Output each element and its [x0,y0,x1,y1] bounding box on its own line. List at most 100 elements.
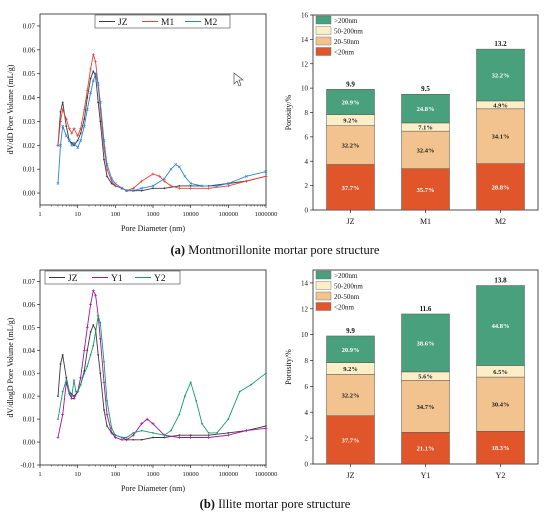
bar-data-label: 32.2% [342,393,360,400]
y-tick-label: 4 [305,158,309,166]
data-point [97,314,100,317]
x-axis-label: Pore Diameter (nm) [121,484,185,493]
data-point [162,177,166,181]
legend-swatch-50-200nm [315,26,332,35]
y-tick-label: 0 [305,461,309,469]
data-point [201,422,203,425]
x-category-label: Y2 [496,471,506,480]
data-point [125,438,129,442]
y-tick-label: 0.04 [23,347,36,355]
legend-label: 20-50nm [334,38,360,46]
data-point [106,399,108,402]
data-point [120,186,124,190]
data-point [102,139,106,142]
data-point [227,431,230,434]
data-point [174,162,178,166]
bar-data-label: 34.7% [417,404,435,411]
y-tick-label: 14 [301,36,309,44]
data-point [89,331,92,333]
data-point [83,372,86,375]
data-point [177,186,181,190]
data-point [91,53,95,57]
y-tick-label: 0.05 [23,70,36,78]
y-tick-label: 0.07 [23,278,36,286]
data-point [59,363,62,365]
data-point [151,184,155,188]
legend-label: 50-200nm [334,28,363,36]
data-point [72,127,76,131]
data-point [120,438,124,442]
y-tick-label: 0.04 [23,94,36,102]
data-point [151,172,155,176]
data-point [79,376,83,380]
bar-data-label: 37.7% [342,185,360,192]
data-point [131,189,135,193]
legend-swatch-<20nm [315,302,332,311]
plot-frame [39,269,267,466]
legend-box [94,14,231,29]
y-tick-label: 10 [301,85,309,93]
data-point [189,185,192,187]
y-axis-label: dV/dD Pore Volume (mL/g) [6,64,15,154]
x-tick-label: 100000 [219,211,239,218]
data-point [189,434,192,437]
data-point [105,162,109,166]
legend-box [44,270,181,285]
y-tick-label: 0 [305,207,309,215]
data-point [110,177,114,181]
bar-segment [401,93,450,124]
data-point [113,182,117,185]
data-point [70,131,74,135]
data-point [250,383,252,386]
bar-segment [401,168,450,211]
bar-data-label: 4.9% [493,102,508,109]
data-point [97,353,100,356]
y-tick-label: 4 [305,409,309,417]
data-point [64,134,68,138]
x-tick-label: 100 [110,471,120,478]
y-tick-label: 0.03 [23,118,36,126]
bar-data-label: 9.2% [343,366,358,373]
data-point [79,132,82,135]
data-point [207,434,210,437]
legend: JZ Y1 Y2 [44,270,181,285]
caption-a-text: Montmorillonite mortar pore structure [185,243,380,257]
series-line-Y1 [57,289,267,441]
data-point [61,124,65,128]
caption-b-text: Illite mortar pore structure [214,497,351,511]
data-point [162,179,166,183]
x-tick-label: 100 [110,211,120,218]
bar-data-label: 32.4% [417,147,435,154]
data-point [103,158,105,161]
y-tick-label: 0.06 [23,46,36,54]
data-point [79,139,83,142]
y-axis-label: dV/dlogD Pore Volume (mL/g) [6,317,15,417]
data-point [103,360,105,363]
data-point [121,436,123,439]
series-line-JZ [57,324,267,441]
data-point [89,302,93,306]
y-tick-label: 12 [301,60,309,68]
data-point [169,167,173,171]
data-point [113,184,117,188]
data-point [89,77,92,80]
series-Y1 [56,289,268,442]
data-point [265,372,267,375]
bar-data-label: 5.6% [418,374,433,381]
legend: >200nm 50-200nm 20-50nm <20nm [315,270,363,312]
data-point [264,170,268,173]
data-point [163,187,166,190]
data-point [57,418,59,421]
data-point [177,165,181,169]
data-point [226,184,230,188]
data-point [125,436,128,439]
data-point [140,438,143,441]
data-point [189,435,193,439]
legend: >200nm 50-200nm 20-50nm <20nm [315,15,363,57]
data-point [86,96,89,99]
data-point [73,144,75,147]
y-tick-label: 0.01 [23,416,36,424]
data-point [94,331,97,333]
data-point [97,101,100,104]
data-point [189,186,193,190]
